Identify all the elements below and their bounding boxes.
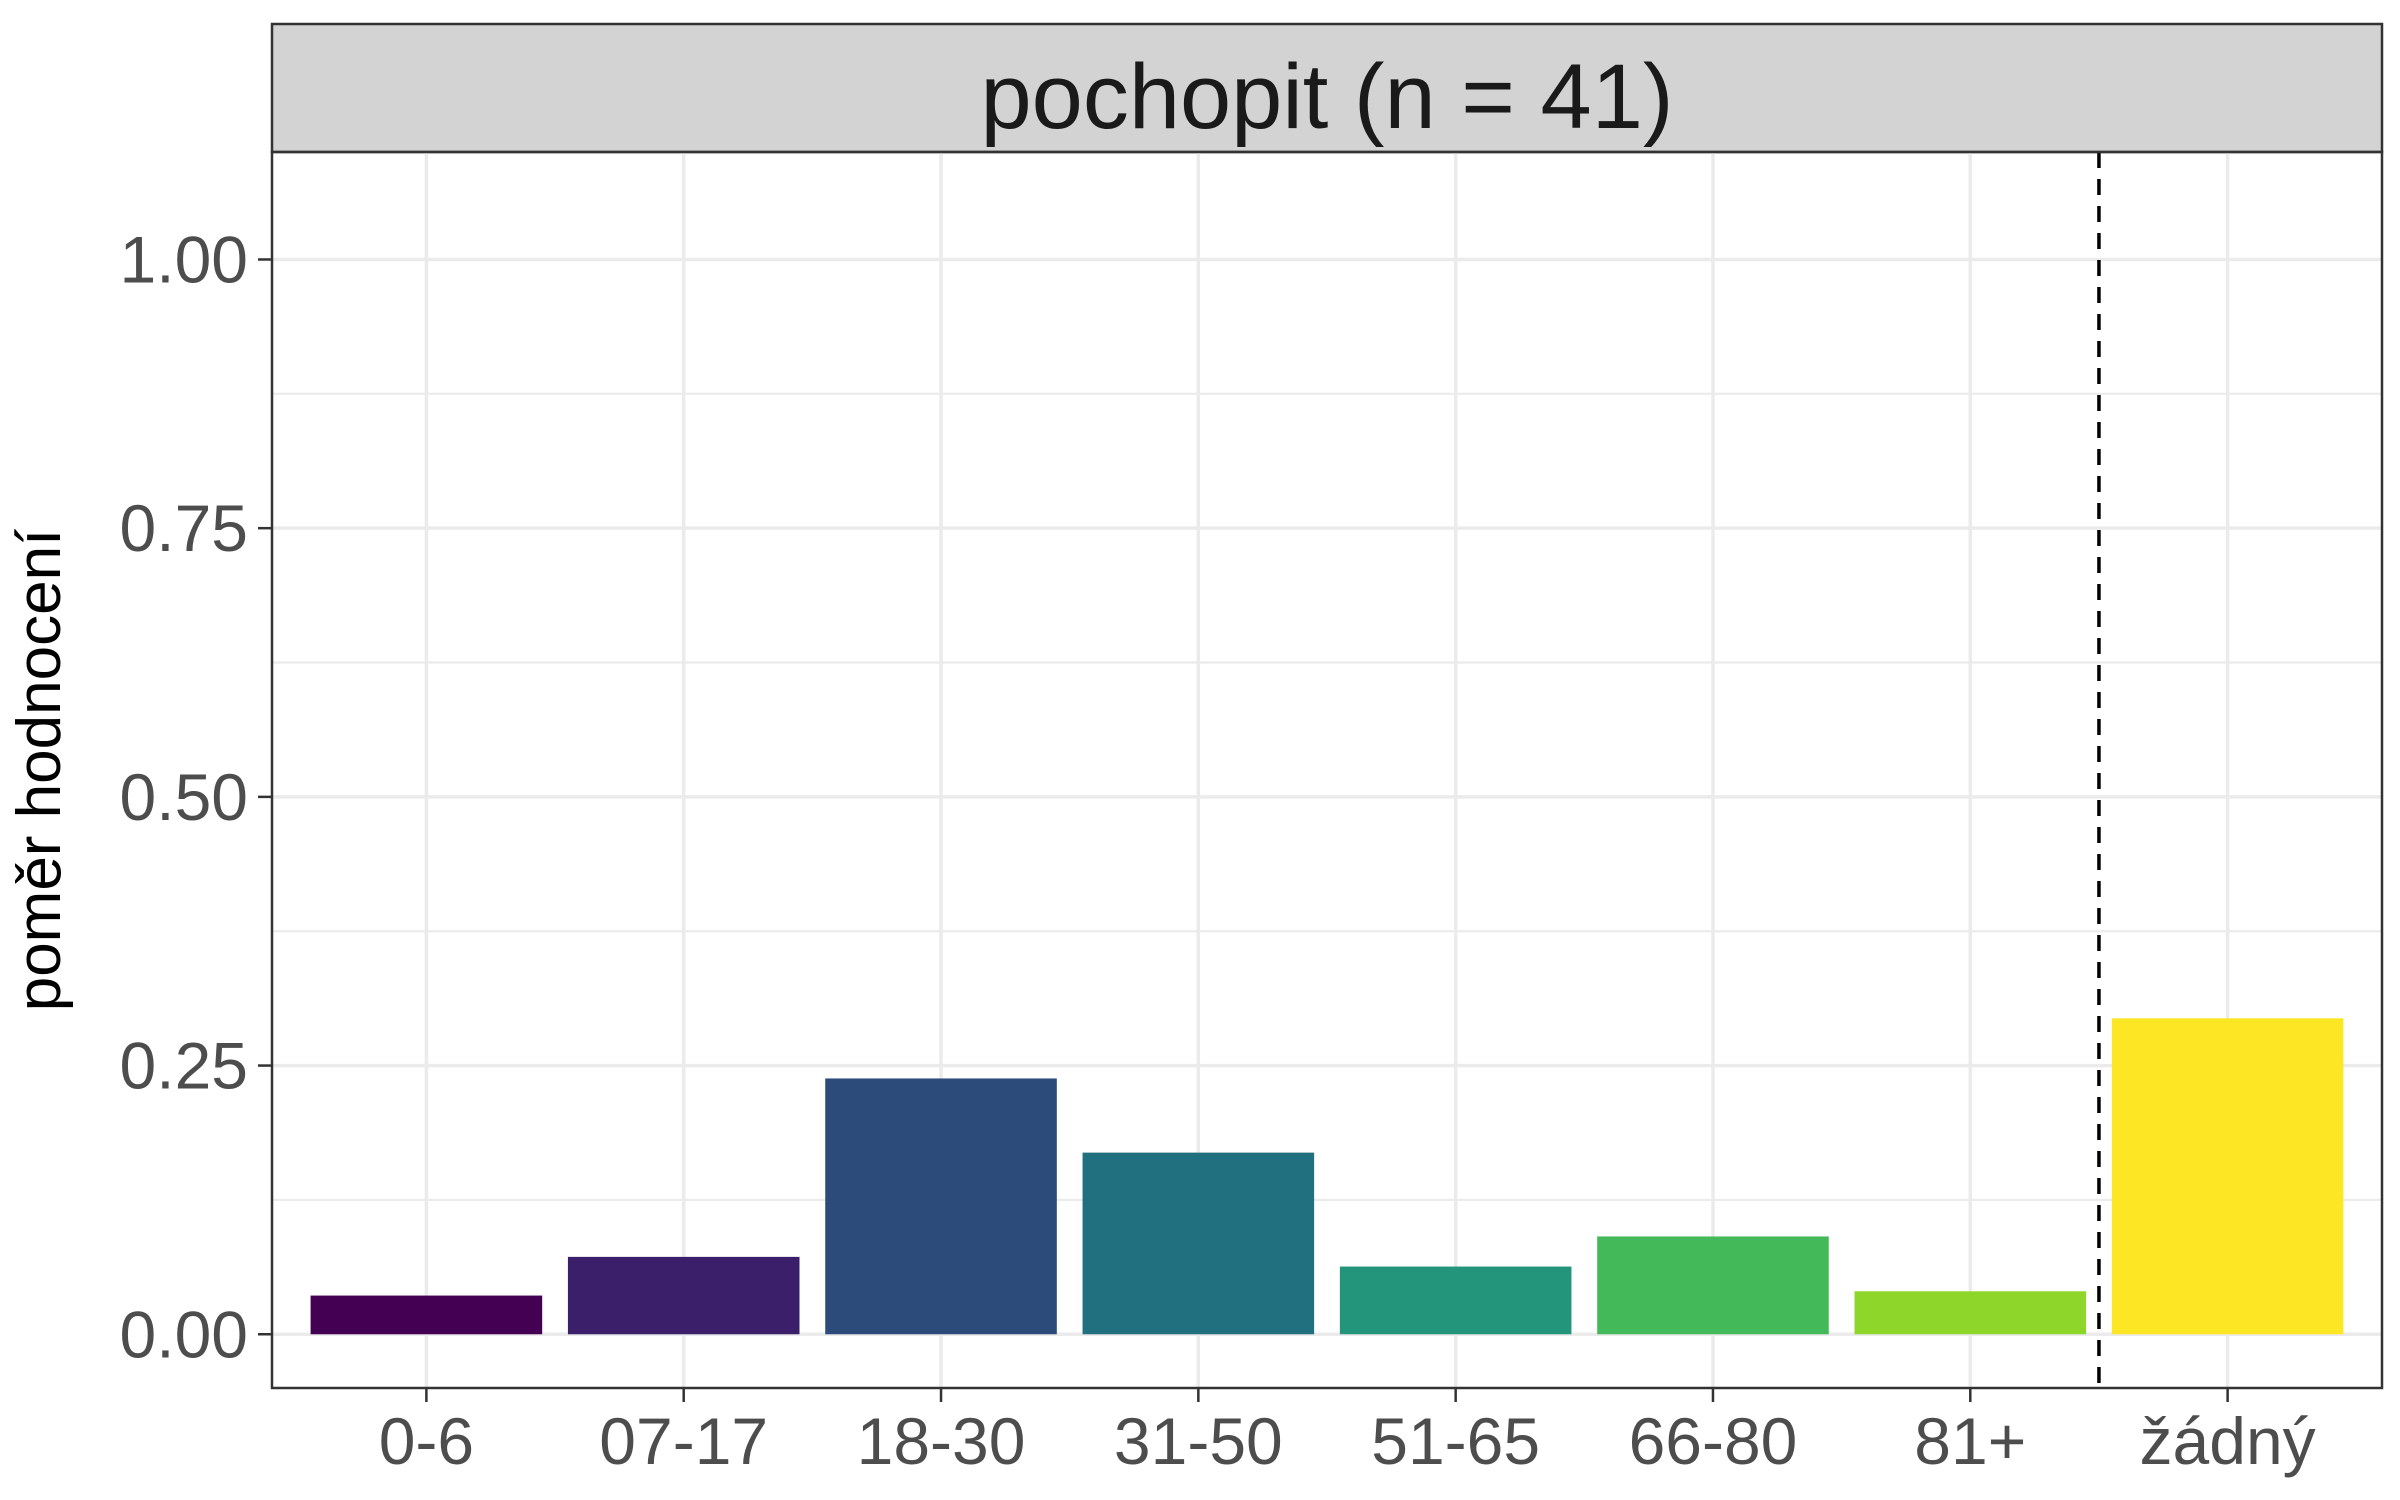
bar-81+ [1854,1291,2087,1335]
x-tick-label-3: 31-50 [1114,1404,1283,1478]
bar-07-17 [567,1256,800,1335]
bar-31-50 [1082,1152,1315,1335]
facet-title: pochopit (n = 41) [980,46,1673,148]
y-tick-label-1: 0.25 [120,1029,248,1103]
bar-51-65 [1339,1266,1572,1335]
x-tick-label-2: 18-30 [857,1404,1026,1478]
y-tick-label-2: 0.50 [120,760,248,834]
y-axis-title: poměr hodnocení [5,529,74,1012]
facet-strip [270,22,2384,154]
x-tick-label-6: 81+ [1914,1404,2026,1478]
gridlines [272,152,2382,1388]
panel-border [270,150,2384,1390]
bar-0-6 [310,1295,543,1335]
x-tick-label-5: 66-80 [1629,1404,1798,1478]
y-tick-label-4: 1.00 [120,222,248,296]
x-tick-label-0: 0-6 [379,1404,474,1478]
bar-18-30 [825,1078,1057,1335]
x-tick-label-7: žádný [2140,1404,2316,1478]
x-axis: 0-6 07-17 18-30 31-50 51-65 66-80 81+ žádný [379,1388,2316,1478]
x-tick-label-4: 51-65 [1371,1404,1540,1478]
bar-žádný [2111,1018,2344,1335]
bar-66-80 [1597,1236,1829,1335]
y-tick-label-0: 0.00 [120,1297,248,1371]
y-tick-label-3: 0.75 [120,491,248,565]
x-tick-label-1: 07-17 [599,1404,768,1478]
y-axis: 0.00 0.25 0.50 0.75 1.00 [120,222,272,1371]
bars [310,1018,2344,1335]
